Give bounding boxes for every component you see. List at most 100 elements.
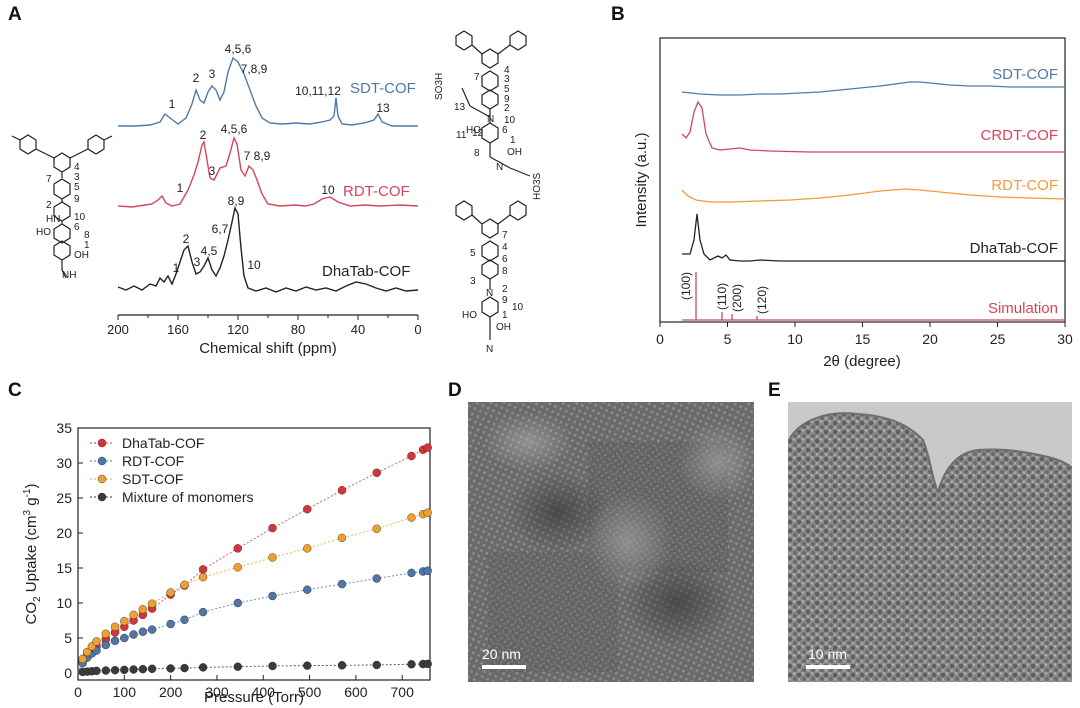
panel-letter-c: C <box>8 380 22 401</box>
scalebar-d <box>482 665 526 669</box>
panel-a-x-label: Chemical shift (ppm) <box>199 340 337 357</box>
svg-text:7: 7 <box>46 174 52 185</box>
svg-text:OH: OH <box>74 250 89 261</box>
panel-b-y-label: Intensity (a.u.) <box>633 132 650 227</box>
chart-c-x-label: Pressure (Torr) <box>204 689 304 706</box>
data-point <box>268 591 277 601</box>
chart-c-frame <box>77 427 431 681</box>
data-point <box>129 610 138 620</box>
data-point <box>110 622 120 632</box>
data-point <box>138 605 148 614</box>
svg-text:N: N <box>487 114 494 125</box>
data-point <box>110 636 120 645</box>
data-point <box>180 663 189 673</box>
svg-text:10: 10 <box>512 302 524 313</box>
svg-text:1: 1 <box>502 310 508 321</box>
svg-text:10: 10 <box>504 115 516 126</box>
series-line-2 <box>77 512 428 674</box>
svg-text:HN: HN <box>46 214 60 225</box>
data-point <box>198 663 208 672</box>
svg-text:6: 6 <box>74 222 80 233</box>
panel-a-nmr: 200 160 120 80 40 0 Chemical shift (ppm)… <box>11 30 543 357</box>
svg-text:2: 2 <box>46 200 52 211</box>
legend-marker <box>97 492 107 502</box>
svg-text:N: N <box>486 344 493 355</box>
data-point <box>138 664 148 674</box>
chart-c-y-label: CO2 Uptake (cm3 g-1) <box>22 484 43 625</box>
chart-c-y-tick-label: 35 <box>56 420 72 436</box>
data-point <box>423 566 432 576</box>
data-point <box>423 508 432 517</box>
svg-text:N: N <box>496 162 503 173</box>
rdt-peak-label: 2 <box>200 128 207 142</box>
chart-c-x-tick-label: 500 <box>298 684 322 700</box>
sdt-pxrd-trace <box>681 81 1065 96</box>
svg-text:3: 3 <box>504 74 510 85</box>
data-point <box>233 598 242 608</box>
data-point <box>303 661 312 670</box>
data-point <box>138 627 148 636</box>
svg-text:N: N <box>486 288 493 299</box>
dhatab-peak-label: 10 <box>247 258 261 272</box>
dhatab-peak-label: 4,5 <box>201 244 218 258</box>
data-point <box>120 665 129 675</box>
svg-text:5: 5 <box>504 84 510 95</box>
data-point <box>407 568 416 578</box>
scalebar-e-label: 10 nm <box>808 646 847 662</box>
chart-c-y-tick-label: 30 <box>56 455 72 471</box>
scalebar-e <box>806 665 850 669</box>
dhatab-pxrd-label: DhaTab-COF <box>970 240 1058 257</box>
svg-text:13: 13 <box>454 102 466 113</box>
svg-text:10: 10 <box>74 212 86 223</box>
svg-text:4: 4 <box>504 65 510 76</box>
rdt-peak-label: 7 8,9 <box>244 149 271 163</box>
sdt-peak-label: 10,11,12 <box>295 84 341 98</box>
chart-c-x-tick-label: 300 <box>205 684 229 700</box>
data-point <box>166 619 175 629</box>
data-point <box>101 666 110 675</box>
dhatab-peak-label: 1 <box>173 261 180 275</box>
panel-letter-e: E <box>768 380 781 401</box>
svg-text:HO: HO <box>36 227 51 238</box>
panel-b-tick-label: 25 <box>990 331 1006 347</box>
panel-a-ticks <box>117 315 419 320</box>
sdt-peak-label: 13 <box>376 101 390 115</box>
svg-text:OH: OH <box>507 147 522 158</box>
data-point <box>120 633 129 643</box>
chart-c-x-tick-label: 600 <box>344 684 368 700</box>
svg-text:12: 12 <box>472 128 484 139</box>
data-point <box>147 625 157 634</box>
data-point <box>423 443 432 452</box>
panel-b-tick-label: 0 <box>656 331 664 347</box>
peak-label-200: (200) <box>730 284 744 312</box>
sdt-nmr-trace <box>118 56 418 127</box>
data-point <box>372 574 381 583</box>
legend-label: SDT-COF <box>122 471 183 487</box>
panel-a-tick-label: 120 <box>227 322 249 337</box>
data-point <box>120 616 129 626</box>
sdt-peak-label: 1 <box>169 97 176 111</box>
svg-text:4: 4 <box>502 242 508 253</box>
scalebar-d-label: 20 nm <box>482 646 521 662</box>
legend-label: RDT-COF <box>122 453 184 469</box>
rdt-trace-label: RDT-COF <box>343 183 410 200</box>
chart-c-y-tick-label: 10 <box>56 595 72 611</box>
data-point <box>83 647 92 657</box>
legend-marker <box>97 456 107 466</box>
tem-image-e-texture <box>788 402 1072 682</box>
data-point <box>268 553 277 562</box>
data-point <box>166 664 175 673</box>
data-point <box>180 615 189 625</box>
svg-text:9: 9 <box>502 295 508 306</box>
svg-text:8: 8 <box>474 148 480 159</box>
sdt-peak-label: 7,8,9 <box>241 62 268 76</box>
chart-c-x-tick-label: 100 <box>113 684 137 700</box>
data-point <box>337 533 347 543</box>
data-point <box>110 666 120 675</box>
data-point <box>407 451 416 461</box>
data-point <box>147 599 157 608</box>
rdt-peak-label: 1 <box>177 181 184 195</box>
svg-text:8: 8 <box>84 230 90 241</box>
chart-c-x-tick-label: 200 <box>159 684 183 700</box>
chart-c-y-tick-label: 25 <box>56 490 72 506</box>
